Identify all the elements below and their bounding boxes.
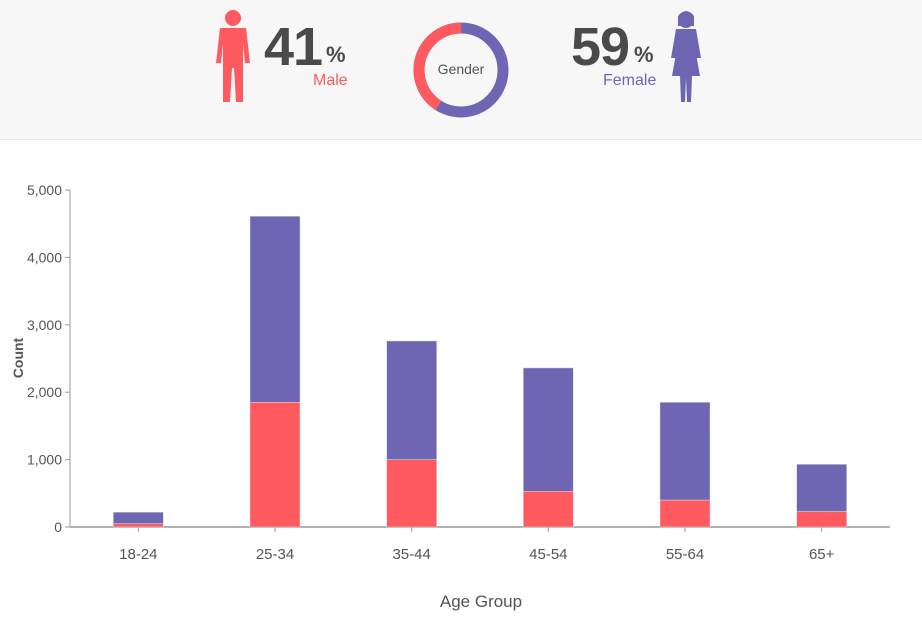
x-tick-label: 55-64	[666, 546, 704, 563]
male-label: Male	[313, 72, 348, 89]
bar-male-65+[interactable]	[796, 511, 847, 528]
age-group-bar-chart: 0 1,000 2,000 3,000 4,000 5,000 18-24 25-34 35-…	[10, 182, 890, 611]
male-percent-sign: %	[326, 42, 346, 67]
gender-summary-panel: 41 % Male Gender 59 % Female	[0, 0, 922, 140]
bar-female-65+[interactable]	[796, 464, 847, 512]
x-axis-title: Age Group	[440, 592, 522, 611]
y-tick-label: 5,000	[27, 182, 62, 198]
male-percent: 41	[264, 17, 323, 77]
x-axis: 18-24 25-34 35-44 45-54 55-64 65+	[70, 526, 890, 563]
bar-female-25-34[interactable]	[249, 216, 301, 403]
bar-male-35-44[interactable]	[386, 459, 437, 528]
man-icon	[216, 10, 250, 102]
bar-male-25-34[interactable]	[249, 402, 301, 528]
x-tick-label: 45-54	[529, 546, 567, 563]
x-tick-label: 65+	[809, 546, 835, 563]
y-axis-title: Count	[10, 337, 26, 378]
bar-male-55-64[interactable]	[659, 499, 711, 528]
donut-male-arc	[413, 22, 509, 118]
bar-male-18-24[interactable]	[113, 523, 164, 528]
y-tick-label: 2,000	[27, 384, 62, 400]
woman-icon	[671, 11, 701, 102]
y-tick-label: 3,000	[27, 317, 62, 333]
x-tick-label: 18-24	[119, 546, 157, 563]
bar-male-45-54[interactable]	[523, 491, 574, 528]
x-tick-label: 25-34	[256, 546, 294, 563]
x-tick-label: 35-44	[392, 546, 430, 563]
donut-label: Gender	[438, 61, 485, 77]
bar-female-55-64[interactable]	[659, 402, 711, 501]
y-axis: 0 1,000 2,000 3,000 4,000 5,000	[27, 182, 71, 535]
female-label: Female	[603, 72, 657, 89]
bars	[113, 216, 847, 528]
bar-female-18-24[interactable]	[113, 511, 164, 524]
gender-donut-chart: Gender	[413, 22, 509, 118]
y-tick-label: 1,000	[27, 452, 62, 468]
y-tick-label: 4,000	[27, 249, 62, 265]
female-percent-sign: %	[634, 42, 654, 67]
y-tick-label: 0	[54, 519, 62, 535]
bar-female-45-54[interactable]	[523, 367, 574, 492]
female-percent: 59	[571, 17, 630, 77]
bar-female-35-44[interactable]	[386, 340, 437, 460]
